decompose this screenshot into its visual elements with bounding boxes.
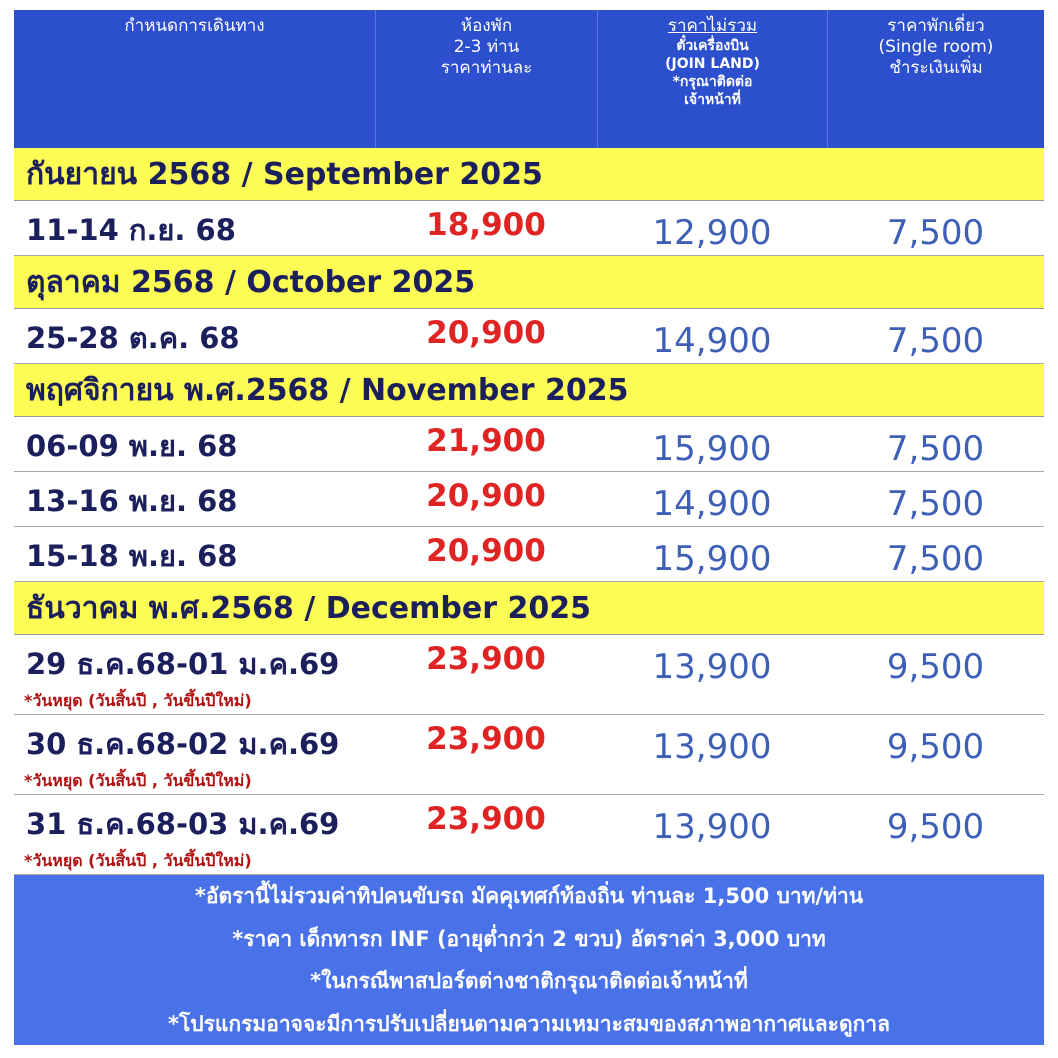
header-line: เจ้าหน้าที่ (684, 92, 741, 108)
price-single: 7,500 (886, 484, 985, 524)
price-land: 13,900 (652, 727, 772, 767)
price-price: 23,900 (426, 801, 546, 837)
price-single: 9,500 (886, 647, 985, 687)
price-single: 9,500 (886, 807, 985, 847)
header-line: 2-3 ท่าน (453, 37, 520, 57)
price-single: 9,500 (886, 727, 985, 767)
header-cell: ห้องพัก 2-3 ท่าน ราคาท่านละ (375, 10, 597, 148)
date: 31 ธ.ค.68-03 ม.ค.69 (26, 807, 340, 841)
note: *วันหยุด (วันสิ้นปี , วันขึ้นปีใหม่) (24, 771, 252, 790)
row (14, 715, 1044, 795)
price-land: 13,900 (652, 807, 772, 847)
date: 06-09 พ.ย. 68 (26, 429, 238, 463)
header-line: (JOIN LAND) (665, 56, 760, 72)
row (14, 795, 1044, 875)
note: *วันหยุด (วันสิ้นปี , วันขึ้นปีใหม่) (24, 691, 252, 710)
section-title: ตุลาคม 2568 / October 2025 (14, 256, 1044, 309)
row (14, 309, 1044, 364)
header-line: กำหนดการเดินทาง (124, 16, 265, 36)
header-cell: กำหนดการเดินทาง (14, 10, 375, 148)
price-single: 7,500 (886, 321, 985, 361)
date: 29 ธ.ค.68-01 ม.ค.69 (26, 647, 340, 681)
date: 11-14 ก.ย. 68 (26, 213, 236, 247)
section-title: พฤศจิกายน พ.ศ.2568 / November 2025 (14, 364, 1044, 417)
price-land: 14,900 (652, 484, 772, 524)
header-line: ราคาพักเดี่ยว (887, 16, 985, 36)
price-land: 13,900 (652, 647, 772, 687)
header-cell: ราคาไม่รวมตั๋วเครื่องบิน (JOIN LAND) *กรุณ… (597, 10, 827, 148)
row (14, 527, 1044, 582)
header-line: ราคาไม่รวม (667, 16, 758, 36)
price-land: 15,900 (652, 429, 772, 469)
footer-line: *ราคา เด็กทารก INF (อายุต่ำกว่า 2 ขวบ) อ… (14, 917, 1044, 960)
price-land: 14,900 (652, 321, 772, 361)
price-price: 20,900 (426, 533, 546, 569)
price-land: 12,900 (652, 213, 772, 253)
header-line: (Single room) (878, 37, 994, 57)
header-line: ห้องพัก (460, 16, 513, 36)
section-title: กันยายน 2568 / September 2025 (14, 148, 1044, 201)
row (14, 201, 1044, 256)
date: 13-16 พ.ย. 68 (26, 484, 238, 518)
section-title: ธันวาคม พ.ศ.2568 / December 2025 (14, 582, 1044, 635)
header-cell: ราคาพักเดี่ยว (Single room) ชำระเงินเพิ่ม (827, 10, 1044, 148)
price-land: 15,900 (652, 539, 772, 579)
price-single: 7,500 (886, 213, 985, 253)
price-price: 20,900 (426, 315, 546, 351)
footer-line: *อัตรานี้ไม่รวมค่าทิปคนขับรถ มัคคุเทศก์ท… (14, 875, 1044, 918)
price-price: 20,900 (426, 478, 546, 514)
price-single: 7,500 (886, 539, 985, 579)
date: 15-18 พ.ย. 68 (26, 539, 238, 573)
price-price: 23,900 (426, 641, 546, 677)
date: 30 ธ.ค.68-02 ม.ค.69 (26, 727, 340, 761)
footer-line: *โปรแกรมอาจจะมีการปรับเปลี่ยนตามความเหมา… (14, 1002, 1044, 1045)
footer-line: *ในกรณีพาสปอร์ตต่างชาติกรุณาติดต่อเจ้าหน… (14, 960, 1044, 1003)
date: 25-28 ต.ค. 68 (26, 321, 240, 355)
price-price: 21,900 (426, 423, 546, 459)
row (14, 472, 1044, 527)
header-line: ชำระเงินเพิ่ม (889, 58, 983, 78)
price-single: 7,500 (886, 429, 985, 469)
note: *วันหยุด (วันสิ้นปี , วันขึ้นปีใหม่) (24, 851, 252, 870)
price-price: 18,900 (426, 207, 546, 243)
row (14, 417, 1044, 472)
price-price: 23,900 (426, 721, 546, 757)
header-line: ราคาท่านละ (440, 58, 533, 78)
header-line: ตั๋วเครื่องบิน (676, 38, 749, 54)
row (14, 635, 1044, 715)
header-line: *กรุณาติดต่อ (672, 74, 753, 90)
